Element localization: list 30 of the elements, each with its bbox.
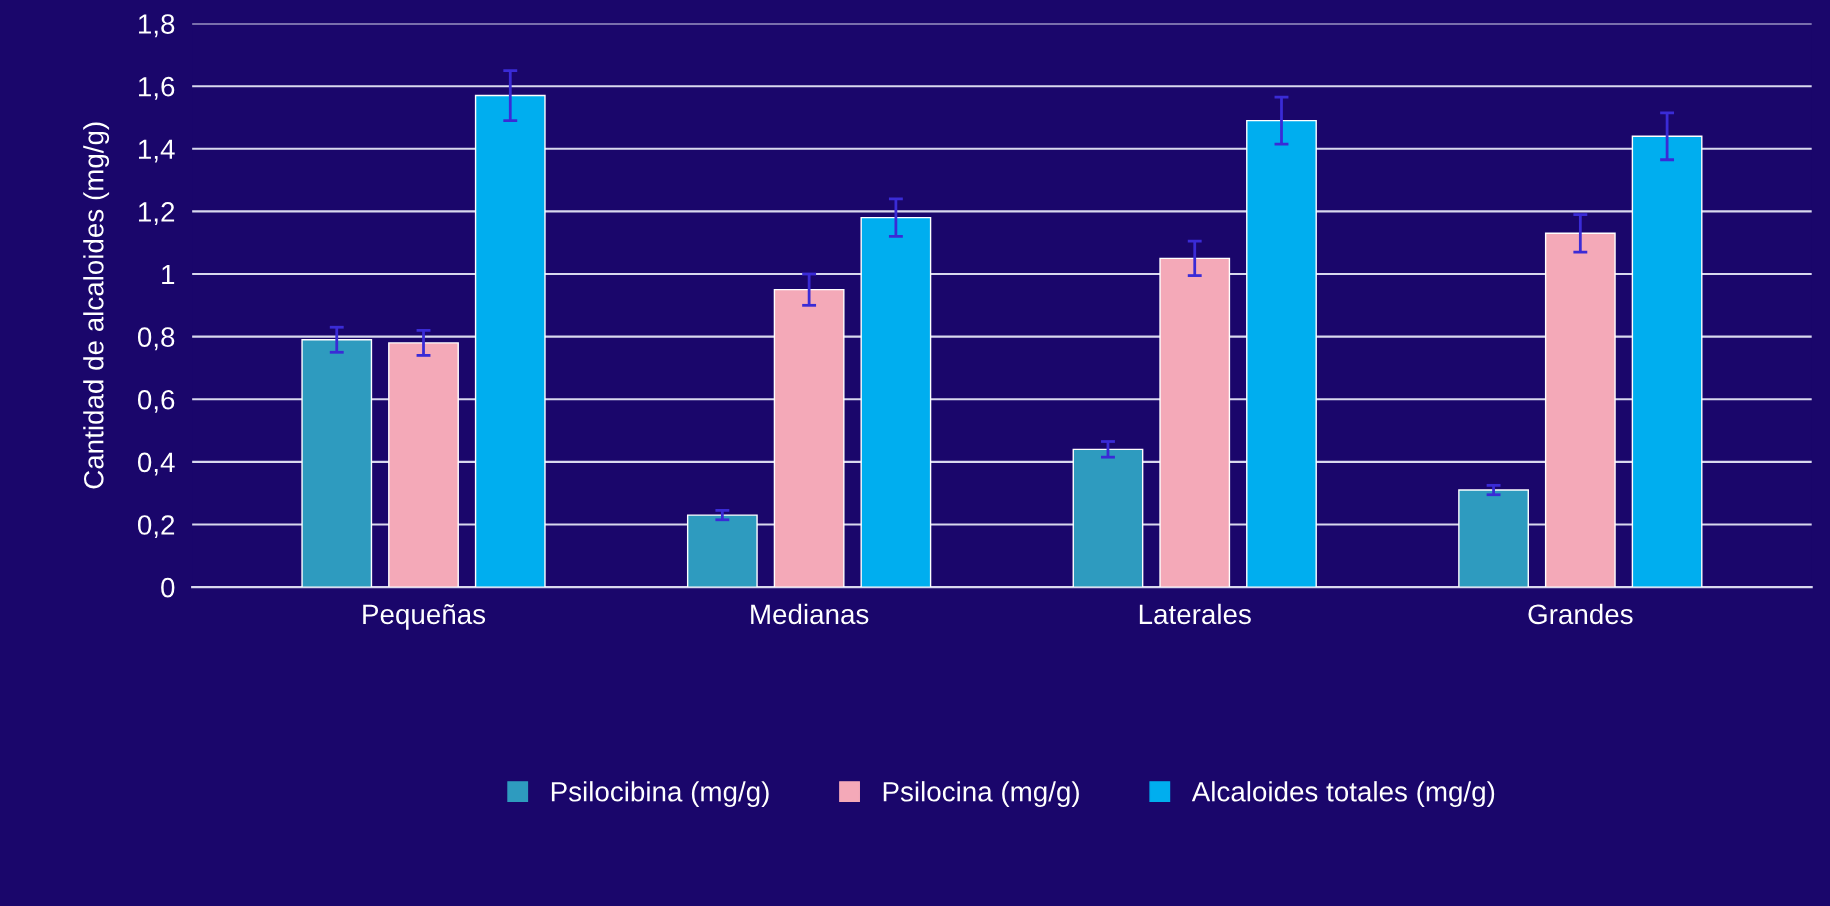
x-tick-label: Laterales [1139,603,1251,625]
y-tick-label: 1,2 [138,202,175,226]
x-tick-label: Grandes [1528,603,1633,625]
bar [860,216,932,588]
bar [1072,448,1144,588]
legend-label: Psilocibina (mg/g) [551,781,769,808]
bar [1458,489,1529,588]
bar [686,514,758,588]
bar [773,288,845,588]
y-axis-title: Cantidad de alcaloides (mg/g) [83,122,110,489]
bar [1246,119,1317,588]
y-tick-label: 1 [162,264,175,285]
y-tick-label: 1,6 [138,76,175,100]
x-tick-label: Pequeñas [363,603,486,630]
bar [474,94,546,588]
y-tick-label: 0 [161,577,175,598]
bar [301,339,373,588]
legend-label: Psilocina (mg/g) [883,781,1079,808]
y-tick-label: 1,8 [138,14,175,38]
y-tick-label: 0,8 [137,327,175,351]
y-tick-label: 0,2 [137,515,175,539]
legend-label: Alcaloides totales (mg/g) [1191,781,1495,808]
bar [1631,135,1703,588]
bar [388,342,459,588]
y-tick-label: 1,4 [138,139,175,163]
bar [1159,257,1231,588]
y-tick-label: 0,4 [137,452,175,476]
x-tick-label: Medianas [751,603,869,625]
y-tick-label: 0,6 [137,389,175,413]
bar [1544,232,1616,588]
